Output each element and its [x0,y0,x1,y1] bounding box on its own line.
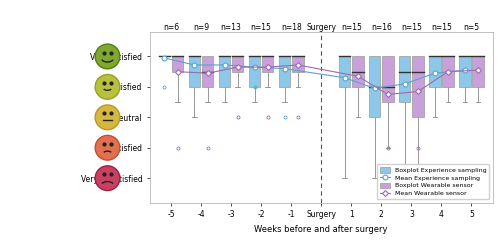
Circle shape [95,166,120,190]
Circle shape [95,105,120,130]
Text: n=15: n=15 [431,22,452,32]
Bar [459,57,470,87]
Circle shape [95,75,120,99]
Circle shape [95,135,120,160]
Bar [399,57,410,102]
Bar [292,57,304,72]
Bar [189,57,200,87]
Text: n=15: n=15 [341,22,361,32]
Text: n=13: n=13 [220,22,242,32]
Bar [249,57,260,87]
Bar [429,57,440,87]
Text: n=16: n=16 [371,22,392,32]
Text: n=6: n=6 [163,22,179,32]
Text: Surgery: Surgery [306,22,336,32]
X-axis label: Weeks before and after surgery: Weeks before and after surgery [254,225,388,234]
Bar [202,57,213,87]
Bar [369,57,380,117]
Bar [382,57,394,102]
Bar [279,57,290,87]
Text: n=9: n=9 [193,22,209,32]
Bar [352,57,364,87]
Bar [442,57,454,87]
Bar [232,57,243,72]
Text: n=5: n=5 [464,22,479,32]
Text: n=15: n=15 [401,22,422,32]
Circle shape [95,44,120,69]
Bar [472,57,484,87]
Bar [339,57,350,87]
Bar [172,57,184,72]
Bar [219,57,230,87]
Text: n=18: n=18 [281,22,301,32]
Bar [262,57,274,72]
Bar [412,57,424,117]
Legend: Boxplot Experience sampling, Mean Experience sampling, Boxplot Wearable sensor, : Boxplot Experience sampling, Mean Experi… [377,164,490,199]
Text: n=15: n=15 [250,22,272,32]
